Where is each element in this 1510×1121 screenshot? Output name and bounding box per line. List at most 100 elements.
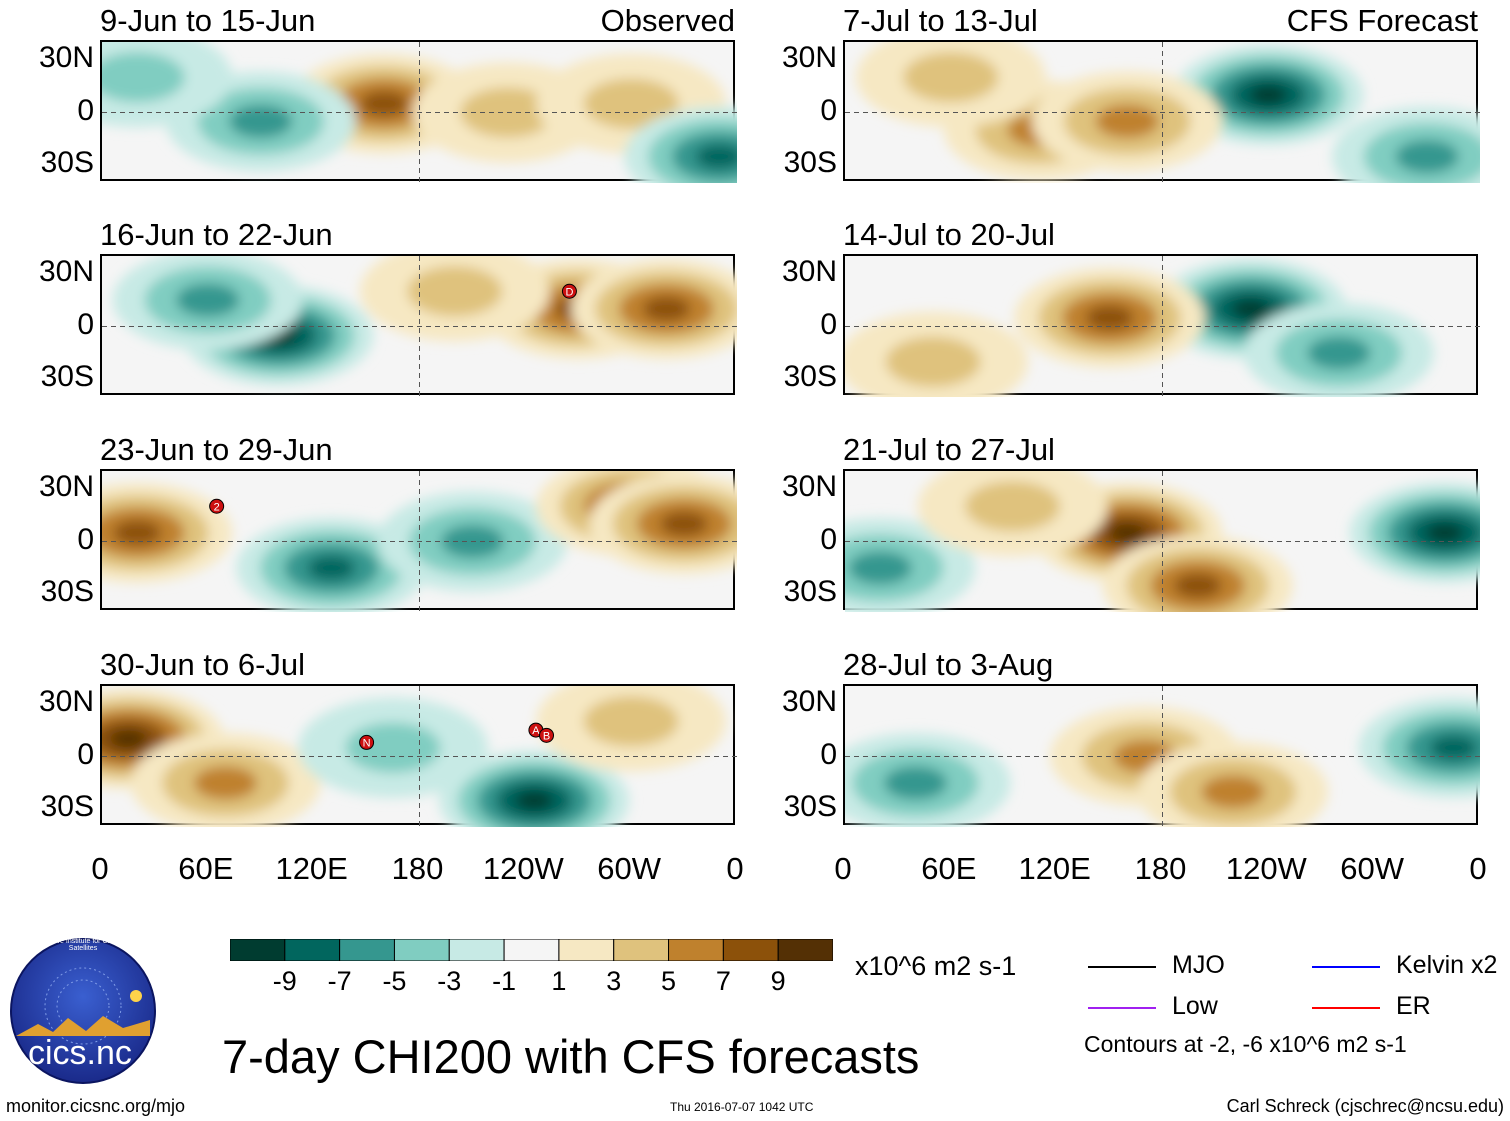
legend-label: Kelvin x2 bbox=[1396, 951, 1498, 979]
anomaly-blob bbox=[583, 696, 679, 747]
anomaly-field bbox=[102, 42, 737, 183]
lon-label: 60E bbox=[921, 851, 977, 886]
colorbar-tick-label: -7 bbox=[327, 966, 352, 996]
lat-label: 30S bbox=[783, 146, 837, 180]
colorbar-tick-label: -1 bbox=[492, 966, 517, 996]
legend-label: MJO bbox=[1172, 951, 1225, 979]
lat-label: 0 bbox=[820, 737, 837, 771]
figure-title: 7-day CHI200 with CFS forecasts bbox=[222, 1030, 920, 1083]
colorbar-swatch bbox=[284, 938, 341, 962]
footer-url[interactable]: monitor.cicsnc.org/mjo bbox=[6, 1096, 186, 1116]
lat-label: 30S bbox=[40, 360, 94, 394]
observed-header: Observed bbox=[600, 3, 735, 38]
lat-label: 0 bbox=[77, 737, 94, 771]
legend-swatch bbox=[1312, 966, 1380, 968]
colorbar-swatch bbox=[448, 938, 505, 962]
map-panel bbox=[843, 40, 1480, 183]
colorbar-tick-label: 7 bbox=[715, 966, 731, 996]
anomaly-blob bbox=[695, 144, 737, 170]
colorbar-swatch bbox=[339, 938, 395, 962]
anomaly-blob bbox=[1095, 104, 1159, 138]
lat-label: 30S bbox=[40, 146, 94, 180]
panel-title: 23-Jun to 29-Jun bbox=[100, 432, 333, 467]
lat-label: 30N bbox=[38, 40, 94, 74]
legend-label: Low bbox=[1172, 992, 1218, 1020]
lon-label: 60W bbox=[1340, 851, 1405, 886]
anomaly-blob bbox=[903, 52, 999, 103]
lon-label: 120E bbox=[275, 851, 348, 886]
lat-label: 0 bbox=[820, 307, 837, 341]
lat-label: 0 bbox=[77, 307, 94, 341]
lon-label: 0 bbox=[1469, 851, 1487, 886]
map-panel bbox=[843, 469, 1480, 612]
anomaly-blob bbox=[193, 766, 258, 800]
lat-label: 0 bbox=[820, 93, 837, 127]
anomaly-blob bbox=[307, 555, 356, 581]
colorbar-swatches bbox=[229, 938, 834, 962]
anomaly-field: D bbox=[102, 256, 737, 397]
storm-marker bbox=[209, 498, 225, 514]
contours-note: Contours at -2, -6 x10^6 m2 s-1 bbox=[1084, 1031, 1407, 1057]
anomaly-blob bbox=[176, 283, 240, 317]
colorbar-tick-label: 1 bbox=[551, 966, 567, 996]
lat-label: 30N bbox=[38, 684, 94, 718]
colorbar-swatch bbox=[777, 938, 834, 962]
anomaly-blob bbox=[1249, 84, 1288, 105]
panel-title: 28-Jul to 3-Aug bbox=[843, 647, 1054, 682]
panel-title: 16-Jun to 22-Jun bbox=[100, 217, 333, 252]
anomaly-blob bbox=[1429, 735, 1478, 761]
map-panel: D bbox=[100, 254, 737, 397]
lon-label: 180 bbox=[391, 851, 444, 886]
lat-label: 30N bbox=[38, 254, 94, 288]
anomaly-blob bbox=[360, 91, 408, 117]
anomaly-blob bbox=[1108, 522, 1147, 543]
lon-label: 120W bbox=[1225, 851, 1307, 886]
logo-text: cics.nc bbox=[28, 1034, 132, 1072]
cics-logo[interactable]: cics.nc Cooperative Institute for Climat… bbox=[8, 936, 158, 1086]
anomaly-field bbox=[845, 686, 1480, 827]
anomaly-blob bbox=[583, 78, 679, 129]
colorbar-swatch bbox=[393, 938, 450, 962]
colorbar-swatch bbox=[668, 938, 724, 962]
lon-label: 180 bbox=[1134, 851, 1187, 886]
forecast-header: CFS Forecast bbox=[1286, 3, 1478, 38]
anomaly-field: 2 bbox=[102, 471, 737, 612]
anomaly-blob bbox=[345, 722, 441, 773]
anomaly-field bbox=[845, 471, 1480, 612]
anomaly-blob bbox=[660, 511, 708, 537]
lat-label: 0 bbox=[77, 522, 94, 556]
colorbar-unit-label: x10^6 m2 s-1 bbox=[855, 951, 1017, 981]
lon-label: 60E bbox=[178, 851, 234, 886]
panel-title: 30-Jun to 6-Jul bbox=[100, 647, 306, 682]
lon-label: 0 bbox=[834, 851, 852, 886]
lat-label: 0 bbox=[77, 93, 94, 127]
colorbar-swatch bbox=[503, 938, 560, 962]
colorbar-swatch bbox=[722, 938, 779, 962]
lat-label: 30S bbox=[40, 575, 94, 609]
legend-swatch bbox=[1088, 1007, 1156, 1009]
colorbar-swatch bbox=[229, 938, 286, 962]
lon-label: 60W bbox=[597, 851, 662, 886]
colorbar-tick-label: -3 bbox=[437, 966, 462, 996]
colorbar-tick-label: -9 bbox=[272, 966, 297, 996]
anomaly-blob bbox=[1085, 305, 1134, 331]
lat-label: 30N bbox=[781, 254, 837, 288]
lat-label: 30S bbox=[783, 360, 837, 394]
footer-credit: Carl Schreck (cjschrec@ncsu.edu) bbox=[1226, 1096, 1504, 1116]
lat-label: 30N bbox=[781, 684, 837, 718]
legend-swatch bbox=[1088, 966, 1156, 968]
map-panel bbox=[843, 254, 1480, 397]
lat-label: 30N bbox=[781, 469, 837, 503]
lon-label: 0 bbox=[91, 851, 109, 886]
colorbar-tick-label: 3 bbox=[606, 966, 622, 996]
anomaly-blob bbox=[965, 481, 1061, 532]
anomaly-blob bbox=[1201, 775, 1265, 809]
colorbar-tick-label: 5 bbox=[661, 966, 677, 996]
anomaly-field bbox=[845, 256, 1480, 397]
lat-label: 30S bbox=[40, 790, 94, 824]
colorbar-swatch bbox=[558, 938, 615, 962]
lat-label: 30N bbox=[38, 469, 94, 503]
logo-ring-text: Cooperative Institute for Climate and Sa… bbox=[26, 938, 140, 952]
panel-title: 9-Jun to 15-Jun bbox=[100, 3, 316, 38]
